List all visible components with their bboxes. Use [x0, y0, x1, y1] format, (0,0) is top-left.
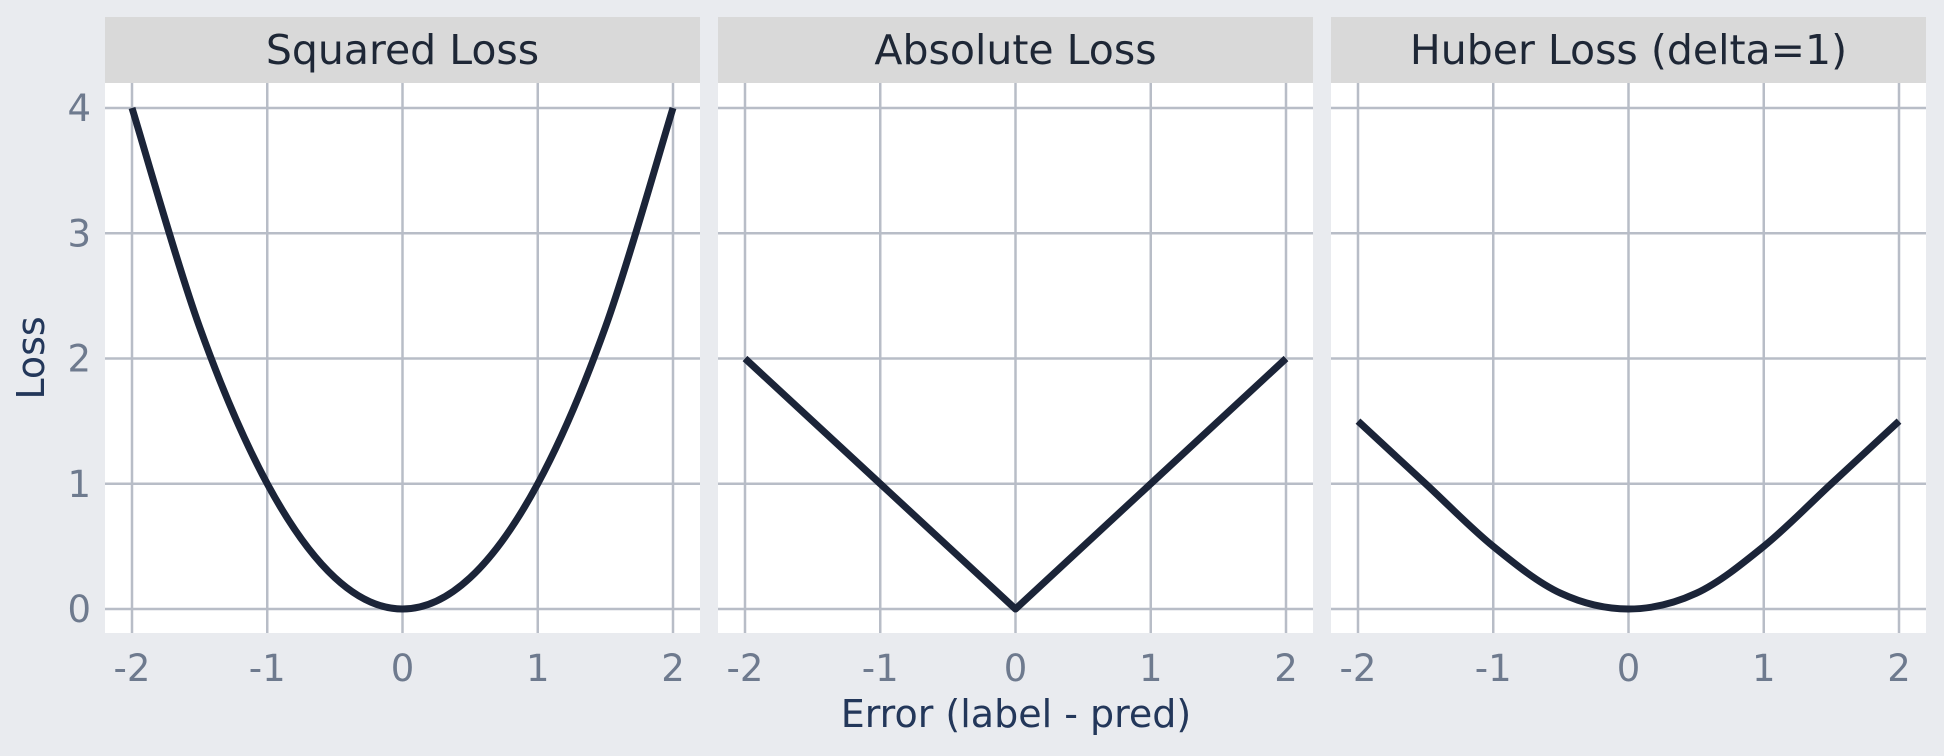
facet-panel-3: Huber Loss (delta=1) -2 -1 0 1 2 — [1331, 17, 1926, 690]
y-tick-label: 1 — [67, 463, 91, 506]
x-tick-label: 0 — [391, 647, 415, 690]
facet-title: Absolute Loss — [874, 26, 1156, 74]
x-tick-label: 1 — [1139, 647, 1163, 690]
facet-title: Squared Loss — [266, 26, 539, 74]
loss-curve — [128, 106, 677, 613]
x-axis-title: Error (label - pred) — [841, 692, 1192, 736]
x-tick-label: -1 — [862, 647, 899, 690]
x-tick-label: 1 — [526, 647, 550, 690]
x-tick-label: 0 — [1617, 647, 1641, 690]
facet-strip — [718, 17, 1313, 83]
y-tick-label: 0 — [67, 588, 91, 631]
facet-strip — [105, 17, 700, 83]
y-axis-title: Loss — [9, 316, 53, 399]
loss-curve — [1355, 418, 1902, 613]
y-tick-label: 2 — [67, 338, 91, 381]
x-tick-label: 2 — [1887, 647, 1911, 690]
x-tick-label: 2 — [661, 647, 685, 690]
facet-panel-2: Absolute Loss -2 -1 0 1 2 — [718, 17, 1313, 690]
y-tick-label: 3 — [67, 212, 91, 255]
y-tick-label: 4 — [67, 87, 91, 130]
x-tick-label: 2 — [1274, 647, 1298, 690]
x-tick-label: 0 — [1004, 647, 1028, 690]
facet-panels: Squared Loss -2 -1 0 1 2 0 1 2 3 4 Absolute Loss -2 -… — [67, 17, 1926, 690]
loss-curve — [742, 355, 1289, 613]
facet-panel-1: Squared Loss -2 -1 0 1 2 0 1 2 3 4 — [67, 17, 700, 690]
x-tick-label: -1 — [249, 647, 286, 690]
x-tick-label: 1 — [1752, 647, 1776, 690]
facet-strip — [1331, 17, 1926, 83]
x-tick-label: -2 — [727, 647, 764, 690]
x-tick-label: -2 — [114, 647, 151, 690]
facet-title: Huber Loss (delta=1) — [1410, 26, 1847, 74]
x-tick-label: -2 — [1340, 647, 1377, 690]
x-tick-label: -1 — [1475, 647, 1512, 690]
